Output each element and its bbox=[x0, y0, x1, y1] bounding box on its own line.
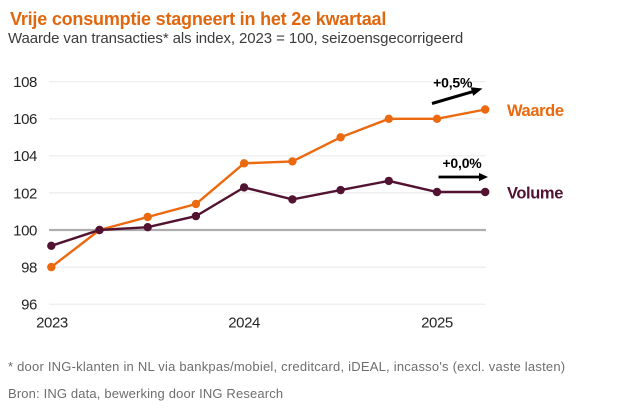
svg-text:102: 102 bbox=[13, 185, 37, 202]
svg-text:106: 106 bbox=[13, 111, 37, 128]
svg-text:Volume: Volume bbox=[507, 185, 563, 203]
svg-text:96: 96 bbox=[21, 297, 37, 314]
svg-text:100: 100 bbox=[13, 222, 37, 239]
svg-text:108: 108 bbox=[13, 74, 37, 91]
svg-text:104: 104 bbox=[13, 148, 37, 165]
svg-text:2024: 2024 bbox=[228, 315, 260, 332]
svg-text:Waarde: Waarde bbox=[507, 102, 564, 120]
svg-text:+0,0%: +0,0% bbox=[442, 155, 482, 171]
svg-text:2025: 2025 bbox=[421, 315, 453, 332]
svg-text:98: 98 bbox=[21, 260, 37, 277]
svg-text:+0,5%: +0,5% bbox=[433, 75, 473, 91]
svg-text:2023: 2023 bbox=[36, 315, 68, 332]
